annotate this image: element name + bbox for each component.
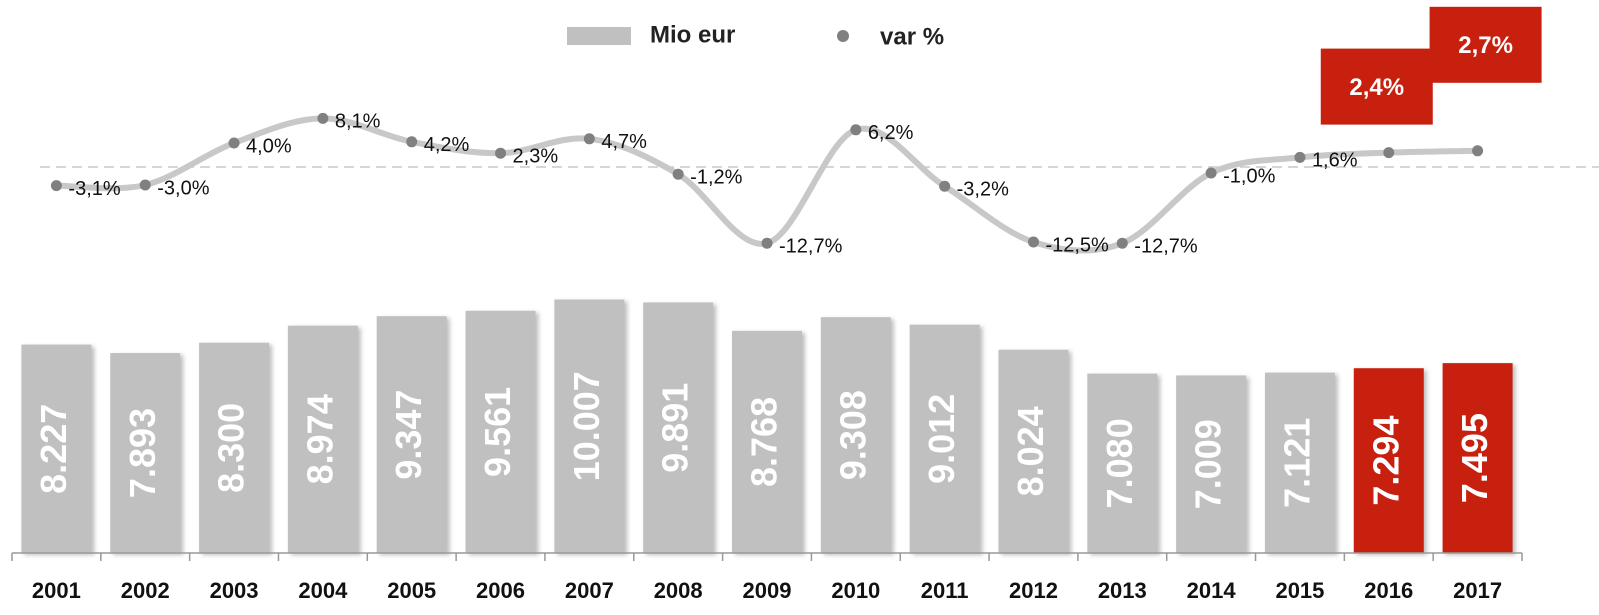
bar-value-label: 7.121 xyxy=(1276,418,1317,508)
x-tick-label: 2017 xyxy=(1453,578,1502,603)
x-tick-label: 2010 xyxy=(831,578,880,603)
line-marker xyxy=(1472,145,1484,157)
bar xyxy=(554,299,625,553)
line-value-label: 4,2% xyxy=(424,134,470,156)
x-tick-label: 2005 xyxy=(387,578,436,603)
line-value-label: -3,1% xyxy=(68,178,120,200)
bar-value-label: 9.012 xyxy=(921,394,962,484)
x-tick-label: 2003 xyxy=(210,578,259,603)
x-tick-label: 2016 xyxy=(1364,578,1413,603)
line-value-label: -12,5% xyxy=(1045,234,1109,256)
x-tick-label: 2012 xyxy=(1009,578,1058,603)
legend-label: Mio eur xyxy=(650,21,735,48)
x-tick-label: 2014 xyxy=(1187,578,1237,603)
highlight-box xyxy=(1429,6,1542,83)
legend-label: var % xyxy=(880,23,944,50)
line-value-label: -12,7% xyxy=(779,235,843,257)
x-tick-label: 2002 xyxy=(121,578,170,603)
x-tick-label: 2007 xyxy=(565,578,614,603)
line-value-label: -12,7% xyxy=(1134,235,1198,257)
line-marker xyxy=(495,147,507,159)
line-value-label: -1,0% xyxy=(1223,165,1275,187)
x-tick-label: 2001 xyxy=(32,578,81,603)
bar xyxy=(1176,375,1247,553)
line-marker xyxy=(228,137,240,149)
line-marker xyxy=(50,180,62,192)
x-tick-label: 2015 xyxy=(1275,578,1324,603)
bar xyxy=(1353,368,1424,553)
bar-value-label: 9.561 xyxy=(477,387,518,477)
bar-value-label: 8.768 xyxy=(744,397,785,487)
line-marker xyxy=(1383,147,1395,159)
bar xyxy=(1442,363,1513,553)
bar xyxy=(820,317,891,553)
x-tick-label: 2006 xyxy=(476,578,525,603)
line-marker xyxy=(1116,237,1128,249)
x-tick-label: 2004 xyxy=(298,578,348,603)
bar xyxy=(732,330,802,553)
bar-value-label: 8.300 xyxy=(211,403,252,493)
bar xyxy=(1264,372,1335,553)
line-marker xyxy=(583,133,595,145)
line-value-label: -1,2% xyxy=(690,166,742,188)
line xyxy=(53,115,1481,254)
bar-value-label: 7.893 xyxy=(122,408,163,498)
x-tick-label: 2013 xyxy=(1098,578,1147,603)
bar xyxy=(465,310,536,553)
bar-value-label: 9.891 xyxy=(655,383,696,473)
line-value-label: 1,6% xyxy=(1312,150,1358,172)
line-value-label: 2,7% xyxy=(1458,32,1513,59)
bar-value-label: 7.080 xyxy=(1099,418,1140,508)
bar-value-label: 8.974 xyxy=(299,394,340,484)
line-value-label: 4,7% xyxy=(601,131,647,153)
bar-value-label: 7.294 xyxy=(1365,416,1406,506)
line-value-label: 2,3% xyxy=(513,145,559,167)
bar xyxy=(1087,373,1158,553)
bar-value-label: 10.007 xyxy=(566,371,607,481)
line-marker xyxy=(1205,167,1217,179)
bar xyxy=(287,325,358,553)
line-marker xyxy=(761,237,773,249)
bar xyxy=(21,344,92,553)
line-marker xyxy=(939,180,951,192)
x-tick-label: 2009 xyxy=(743,578,792,603)
line-value-label: 2,4% xyxy=(1349,74,1404,101)
bar xyxy=(643,302,714,553)
bar-value-label: 7.009 xyxy=(1188,419,1229,509)
line-marker xyxy=(850,124,862,136)
bar-value-label: 9.347 xyxy=(388,390,429,480)
bar xyxy=(998,349,1069,553)
line-value-label: 4,0% xyxy=(246,135,292,157)
line-value-label: 6,2% xyxy=(868,122,914,144)
x-tick-label: 2008 xyxy=(654,578,703,603)
line-marker xyxy=(406,136,418,148)
bar xyxy=(110,353,181,553)
line-value-label: 8,1% xyxy=(335,111,381,133)
line-value-label: -3,0% xyxy=(157,177,209,199)
legend-swatch xyxy=(837,30,849,42)
line-marker xyxy=(1027,236,1039,248)
bar xyxy=(909,324,980,553)
bar-value-label: 8.227 xyxy=(33,404,74,494)
line-value-label: -3,2% xyxy=(957,178,1009,200)
line-marker xyxy=(1294,151,1306,163)
bar xyxy=(199,342,270,553)
line-marker xyxy=(672,168,684,180)
bar-value-label: 7.495 xyxy=(1454,413,1495,503)
bar-value-label: 8.024 xyxy=(1010,406,1051,496)
line-marker xyxy=(317,112,329,124)
highlight-box xyxy=(1320,48,1433,125)
bar xyxy=(376,316,447,553)
bar-value-label: 9.308 xyxy=(832,390,873,480)
legend-swatch xyxy=(567,27,631,45)
x-tick-label: 2011 xyxy=(921,578,969,603)
line-marker xyxy=(139,179,151,191)
